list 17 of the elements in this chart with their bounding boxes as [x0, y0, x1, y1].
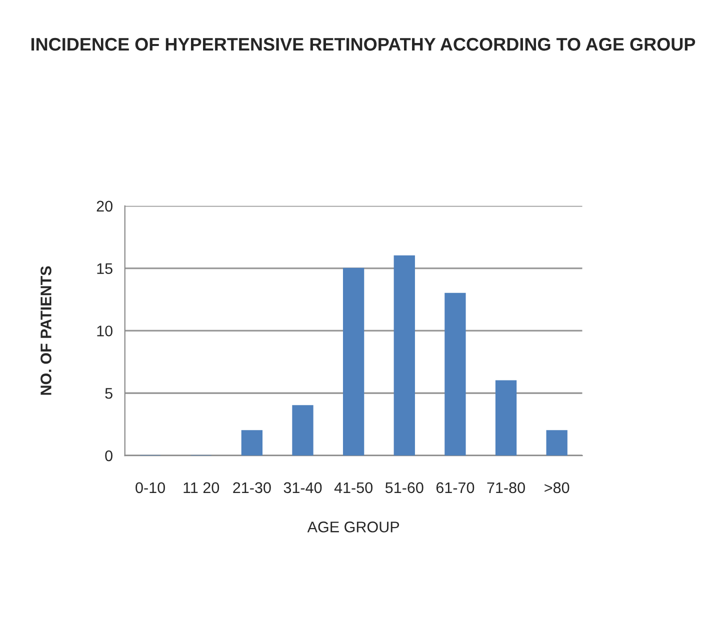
x-tick-label: 71-80 — [487, 482, 525, 494]
x-tick-label: 31-40 — [284, 482, 322, 494]
x-tick-label: 41-50 — [334, 482, 373, 494]
x-tick-label: >80 — [544, 482, 570, 494]
x-tick-label: 61-70 — [436, 482, 474, 494]
y-tick-label: 10 — [97, 326, 112, 336]
x-axis-title: AGE GROUP — [307, 522, 400, 532]
x-tick-label: 21-30 — [233, 482, 271, 494]
x-tick-label: 11 20 — [184, 482, 220, 494]
y-tick-label: 15 — [97, 263, 112, 274]
chart-title: INCIDENCE OF HYPERTENSIVE RETINOPATHY ACCORDING TO AGE GROUP — [31, 38, 696, 51]
y-tick-label: 5 — [105, 388, 112, 399]
y-axis-title: NO. OF PATIENTS — [40, 266, 52, 395]
y-tick-label: 0 — [105, 450, 112, 462]
y-tick-label: 20 — [96, 200, 112, 212]
x-tick-label: 0-10 — [136, 482, 165, 494]
x-tick-label: 51-60 — [385, 482, 424, 494]
